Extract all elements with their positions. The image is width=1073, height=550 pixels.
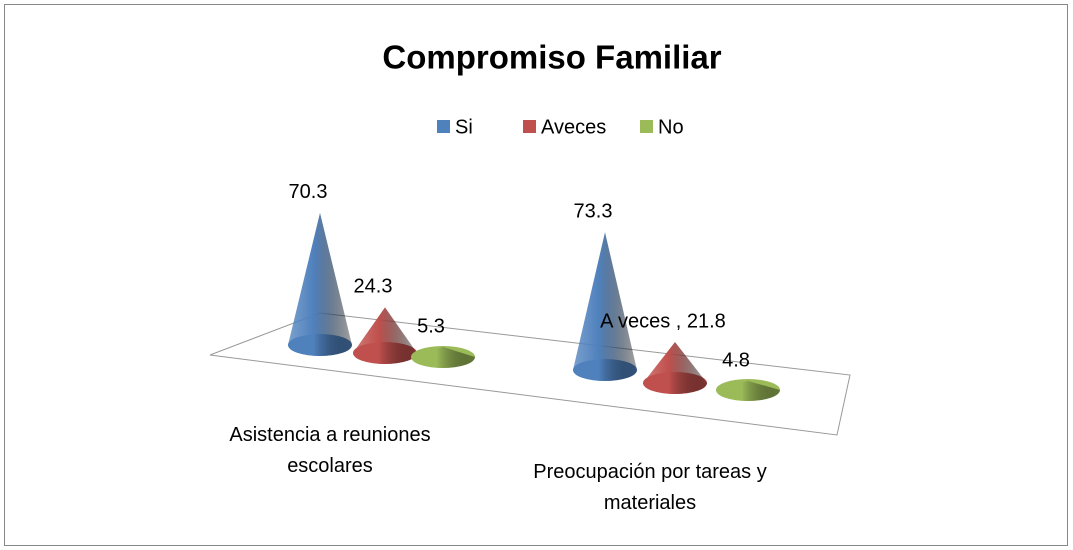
cone-body [411, 347, 475, 368]
legend-item: No [640, 116, 684, 138]
chart-title: Compromiso Familiar [382, 39, 721, 76]
cone [643, 342, 707, 394]
legend-label: Si [455, 116, 473, 138]
cone [716, 379, 780, 401]
category-label: Preocupación por tareas y materiales [533, 461, 767, 514]
legend-label: Aveces [541, 116, 606, 138]
cone [573, 232, 637, 381]
legend-swatch [640, 120, 653, 133]
cone-body [643, 342, 707, 394]
cone-body [573, 232, 637, 381]
category-label: Asistencia a reuniones escolares [229, 424, 431, 477]
legend-label: No [658, 116, 684, 138]
data-label: 73.3 [574, 200, 613, 222]
cone [353, 307, 417, 364]
cone-body [288, 212, 352, 356]
data-label: 24.3 [354, 276, 393, 298]
cone [411, 346, 475, 368]
data-label: 70.3 [289, 181, 328, 203]
legend-swatch [523, 120, 536, 133]
cone [288, 212, 352, 356]
data-label: 5.3 [417, 315, 445, 337]
legend-item: Si [437, 116, 473, 138]
chart-frame [4, 4, 1068, 546]
cone-body [716, 380, 780, 401]
data-label: A veces , 21.8 [600, 310, 726, 332]
legend-item: Aveces [523, 116, 606, 138]
cone-body [353, 307, 417, 364]
floor [209, 312, 851, 436]
legend-swatch [437, 120, 450, 133]
data-label: 4.8 [722, 349, 750, 371]
